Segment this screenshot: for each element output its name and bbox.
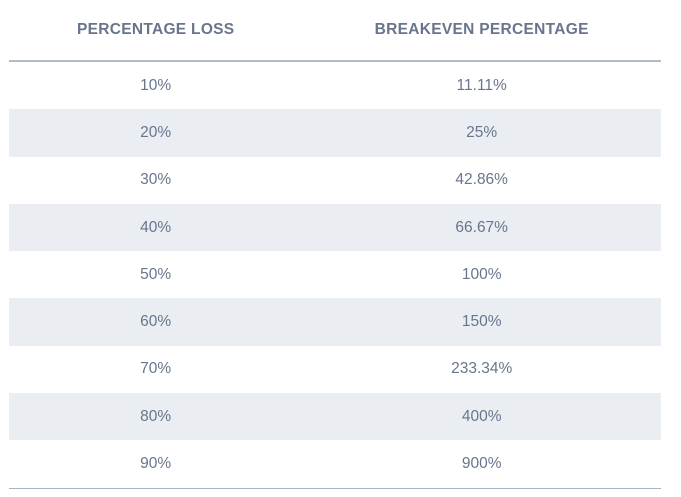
breakeven-percentage-cell: 900% — [461, 455, 502, 473]
table-row: 20% 25% — [9, 109, 661, 157]
table-row: 30% 42.86% — [9, 157, 661, 204]
table-row: 60% 150% — [9, 298, 661, 346]
percentage-loss-cell: 80% — [140, 407, 172, 425]
breakeven-percentage-cell: 233.34% — [451, 360, 513, 378]
percentage-loss-cell: 70% — [140, 360, 172, 378]
percentage-loss-cell: 40% — [140, 218, 172, 236]
percentage-loss-cell: 10% — [140, 76, 172, 94]
breakeven-percentage-cell: 42.86% — [455, 171, 508, 189]
percentage-loss-cell: 20% — [140, 123, 172, 141]
table-row: 10% 11.11% — [9, 62, 661, 109]
breakeven-percentage-cell: 11.11% — [456, 76, 507, 94]
table-row: 70% 233.34% — [9, 346, 661, 393]
table-row: 90% 900% — [9, 440, 661, 487]
percentage-loss-cell: 60% — [140, 313, 172, 331]
table-row: 80% 400% — [9, 393, 661, 441]
percentage-loss-cell: 90% — [140, 455, 172, 473]
column-header-breakeven-percentage: BREAKEVEN PERCENTAGE — [374, 21, 589, 38]
table-row: 50% 100% — [9, 251, 661, 298]
percentage-loss-cell: 30% — [140, 171, 172, 189]
column-header-percentage-loss: PERCENTAGE LOSS — [76, 21, 235, 38]
breakeven-percentage-cell: 100% — [461, 265, 502, 283]
table-header-row: PERCENTAGE LOSS BREAKEVEN PERCENTAGE — [9, 0, 661, 62]
breakeven-percentage-cell: 400% — [461, 407, 502, 425]
table-row: 40% 66.67% — [9, 203, 661, 252]
percentage-loss-cell: 50% — [140, 265, 172, 283]
breakeven-percentage-cell: 25% — [466, 123, 498, 141]
table-body: 10% 11.11% 20% 25% 30% 42.86% 40% 66.67%… — [9, 62, 661, 489]
breakeven-table: PERCENTAGE LOSS BREAKEVEN PERCENTAGE 10%… — [9, 0, 661, 489]
breakeven-percentage-cell: 150% — [461, 313, 502, 331]
breakeven-percentage-cell: 66.67% — [455, 218, 508, 236]
